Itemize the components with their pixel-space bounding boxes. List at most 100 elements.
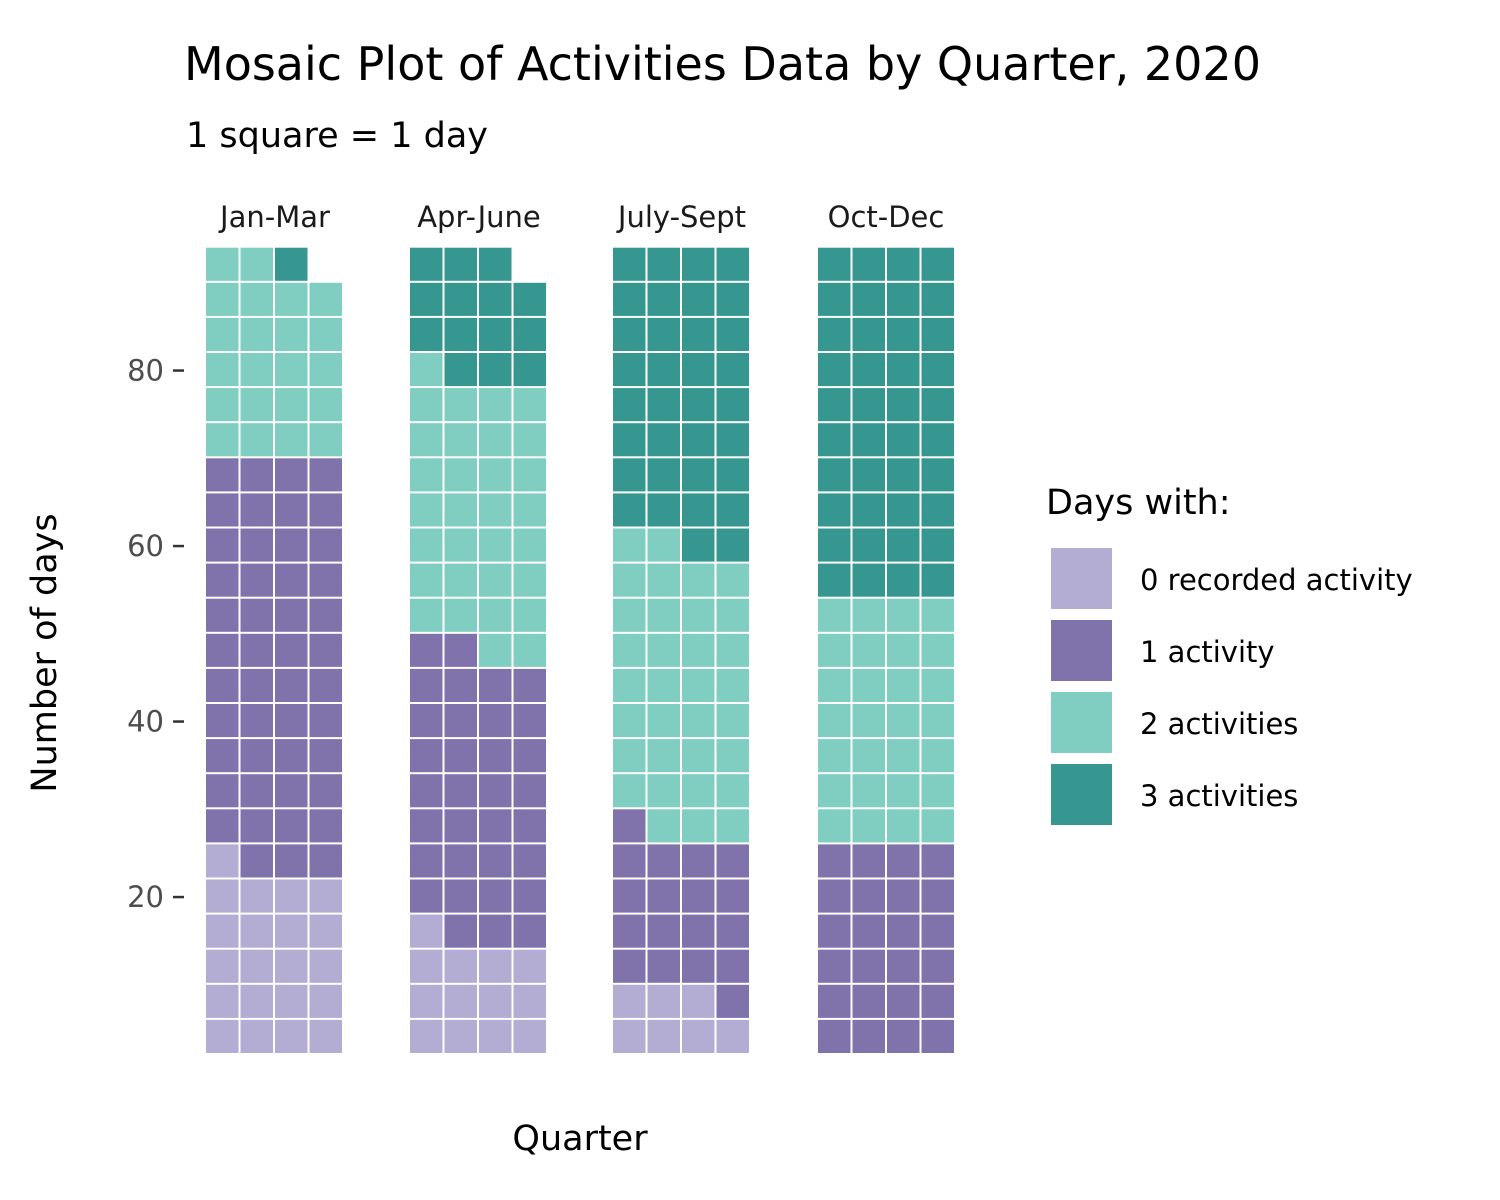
tile-2-activities [818,633,851,667]
tile-2-activities [852,809,885,843]
tile-0-recorded-activity [240,914,273,948]
tile-2-activities [716,668,749,702]
tile-1-activity [852,949,885,983]
tile-2-activities [921,704,954,738]
tile-1-activity [240,563,273,597]
tile-3-activities [887,247,920,281]
tile-3-activities [513,282,546,316]
tile-0-recorded-activity [206,914,239,948]
tile-2-activities [479,388,512,422]
tile-1-activity [410,809,443,843]
tile-1-activity [818,879,851,913]
tile-3-activities [921,493,954,527]
tile-2-activities [513,563,546,597]
tile-1-activity [647,879,680,913]
tile-3-activities [887,353,920,387]
legend: Days with: 0 recorded activity 1 activity… [1046,483,1413,825]
tile-1-activity [444,774,477,808]
tile-3-activities [682,317,715,351]
tile-0-recorded-activity [682,1019,715,1053]
tile-3-activities [921,563,954,597]
tile-2-activities [309,353,342,387]
tile-2-activities [682,809,715,843]
tile-2-activities [682,668,715,702]
tile-3-activities [852,528,885,562]
tile-2-activities [613,774,646,808]
tile-0-recorded-activity [275,914,308,948]
tile-0-recorded-activity [206,949,239,983]
tile-1-activity [513,668,546,702]
tile-3-activities [613,458,646,492]
tile-1-activity [852,914,885,948]
tile-1-activity [818,1019,851,1053]
tile-2-activities [613,528,646,562]
tile-3-activities [921,423,954,457]
tile-3-activities [716,423,749,457]
tile-2-activities [887,809,920,843]
tile-3-activities [613,388,646,422]
tile-0-recorded-activity [444,1019,477,1053]
tile-1-activity [613,809,646,843]
tile-1-activity [716,844,749,878]
tile-1-activity [479,739,512,773]
tile-3-activities [613,423,646,457]
tile-1-activity [240,598,273,632]
legend-label: 3 activities [1140,779,1298,813]
tile-1-activity [613,949,646,983]
tile-1-activity [444,739,477,773]
tile-1-activity [240,774,273,808]
y-tick-label: 60 [127,529,164,563]
tile-3-activities [921,247,954,281]
tile-3-activities [716,493,749,527]
tile-2-activities [275,353,308,387]
tile-1-activity [716,914,749,948]
tile-3-activities [444,353,477,387]
tile-1-activity [206,493,239,527]
tile-1-activity [479,914,512,948]
tile-3-activities [716,458,749,492]
tile-3-activities [410,247,443,281]
tile-2-activities [410,598,443,632]
tile-2-activities [410,563,443,597]
tile-3-activities [887,388,920,422]
tile-2-activities [647,739,680,773]
tile-1-activity [852,984,885,1018]
facet-oct-dec [818,247,954,1053]
tile-2-activities [887,633,920,667]
tile-1-activity [479,879,512,913]
y-axis-title: Number of days [25,513,65,792]
tile-2-activities [682,704,715,738]
legend-swatch [1051,548,1112,609]
tile-3-activities [647,458,680,492]
tile-3-activities [818,353,851,387]
tile-1-activity [206,809,239,843]
tile-2-activities [240,423,273,457]
tile-1-activity [513,739,546,773]
tile-1-activity [682,879,715,913]
tile-2-activities [716,739,749,773]
tile-2-activities [852,598,885,632]
tile-1-activity [275,774,308,808]
tile-1-activity [716,879,749,913]
tile-2-activities [647,528,680,562]
tile-2-activities [444,493,477,527]
tile-2-activities [206,317,239,351]
tile-3-activities [921,317,954,351]
tile-1-activity [240,809,273,843]
tile-1-activity [647,914,680,948]
tile-2-activities [818,739,851,773]
tile-2-activities [479,528,512,562]
tile-1-activity [240,458,273,492]
tile-0-recorded-activity [647,984,680,1018]
tile-3-activities [513,317,546,351]
tile-2-activities [887,704,920,738]
tile-2-activities [921,809,954,843]
tile-2-activities [410,493,443,527]
tile-2-activities [716,633,749,667]
tile-2-activities [682,563,715,597]
tile-2-activities [513,458,546,492]
tile-3-activities [852,458,885,492]
tile-1-activity [852,844,885,878]
tile-3-activities [818,563,851,597]
